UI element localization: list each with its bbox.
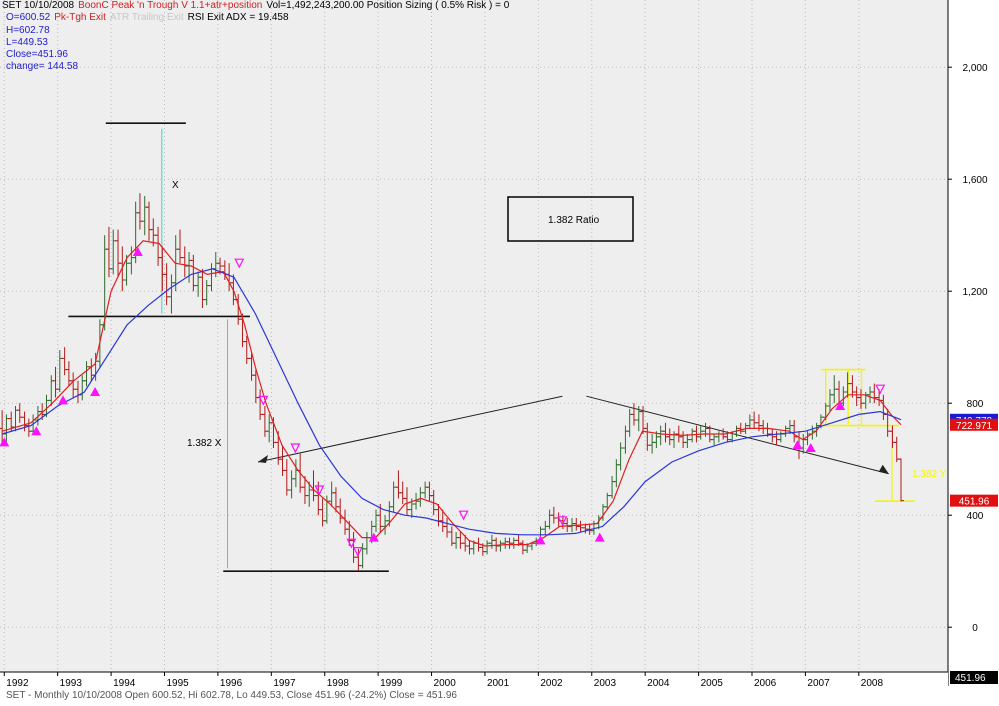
x-tick-label: 2002 [540,678,563,689]
price-axis-panel [948,0,999,686]
ratio-box-label: 1.382 Ratio [548,215,600,226]
bottom-price-label: 451.96 [955,673,986,684]
header-high: H=602.78 [6,25,50,36]
ratio-box [507,196,634,242]
buy-marker [90,387,101,396]
buy-marker [31,426,42,436]
date-axis: 1992 1993 1994 1995 1996 1997 1998 1999 2000 2001… [3,672,884,689]
buy-marker [368,532,379,542]
header-line2: O=600.52 Pk-Tgh Exit ATR Trailing Exit RSI … [6,12,289,23]
y-tick-label: 1,600 [962,175,987,186]
header-indicator: BoonC Peak 'n Trough V 1.1+atr+position [78,0,262,11]
ratio-y-label: 1.382 Y [912,469,947,480]
sell-marker [234,258,245,269]
y-tick-label: 400 [967,511,984,522]
header-pk-exit: Pk-Tgh Exit [54,12,106,23]
x-tick-label: 1998 [327,678,350,689]
y-tick-label: 1,200 [962,287,987,298]
x-tick-label: 2007 [807,678,830,689]
ratio-x-label: 1.382 X [187,438,222,449]
pointer-line-left [257,395,563,463]
fast-ma-line [1,240,902,547]
x-tick-label: 1996 [220,678,243,689]
y-tick-label: 2,000 [962,63,987,74]
pointer-line-right [586,395,889,475]
x-tick-label: 2001 [487,678,510,689]
buy-marker [58,395,69,405]
header-atr-exit: ATR Trailing Exit [110,12,184,23]
header-open: O=600.52 [6,12,51,23]
header-rsi: RSI Exit ADX = 19.458 [188,12,289,23]
y-tick-label: 800 [967,399,984,410]
grid-lines [0,0,948,672]
ohlc-bars [0,193,905,572]
x-tick-label: 1997 [273,678,296,689]
x-tick-label: 1992 [6,678,29,689]
price-label-bg [950,418,998,431]
sell-marker [290,443,301,454]
ohlc-bar [898,458,905,502]
moving-average-lines [1,240,902,547]
sell-marker [314,485,325,496]
x-tick-label: 1994 [113,678,136,689]
x-tick-label: 1993 [60,678,83,689]
y-tick-label: 0 [972,623,978,634]
plot-background [0,0,948,686]
x-tick-label: 1999 [380,678,403,689]
sell-marker [458,510,469,521]
x-tick-label: 2005 [701,678,724,689]
price-label: 451.96 [959,497,990,508]
pointer-arrow-right [878,464,889,474]
x-tick-label: 1995 [166,678,189,689]
header-symbol-text: SET 10/10/2008 [2,0,75,11]
x-mark-label: X [172,180,179,191]
date-axis-panel [0,672,948,688]
sell-marker [352,547,363,557]
x-tick-label: 2000 [434,678,457,689]
pointer-arrow-left [257,455,268,463]
buy-marker [535,535,546,545]
x-tick-label: 2008 [861,678,884,689]
header-low: L=449.53 [6,37,48,48]
status-bar: SET - Monthly 10/10/2008 Open 600.52, Hi… [6,690,457,701]
header-close: Close=451.96 [6,49,68,60]
header-symbol: SET 10/10/2008 BoonC Peak 'n Trough V 1.1… [2,0,510,11]
price-label: 722.971 [956,421,993,432]
price-label-bg [950,494,998,507]
signal-markers [0,247,886,557]
sell-marker [346,538,357,549]
sell-marker [258,395,269,406]
sell-marker [875,384,886,395]
price-axis: 0 400 800 1,200 1,600 2,000 [948,63,988,634]
slow-ma-line [1,268,902,536]
header-change: change= 144.58 [6,61,78,72]
x-tick-label: 2004 [647,678,670,689]
sell-marker [557,516,568,527]
buy-marker [805,443,816,452]
x-tick-label: 2006 [754,678,777,689]
buy-marker [792,440,803,450]
bottom-price-label-bg [950,671,998,684]
ratio-annotation-lines [68,122,915,573]
header-volume: Vol=1,492,243,200.00 Position Sizing ( 0… [266,0,509,11]
buy-marker [132,247,143,256]
buy-marker [0,437,10,447]
buy-marker [594,532,605,542]
x-tick-label: 2003 [594,678,617,689]
buy-marker [835,401,846,410]
